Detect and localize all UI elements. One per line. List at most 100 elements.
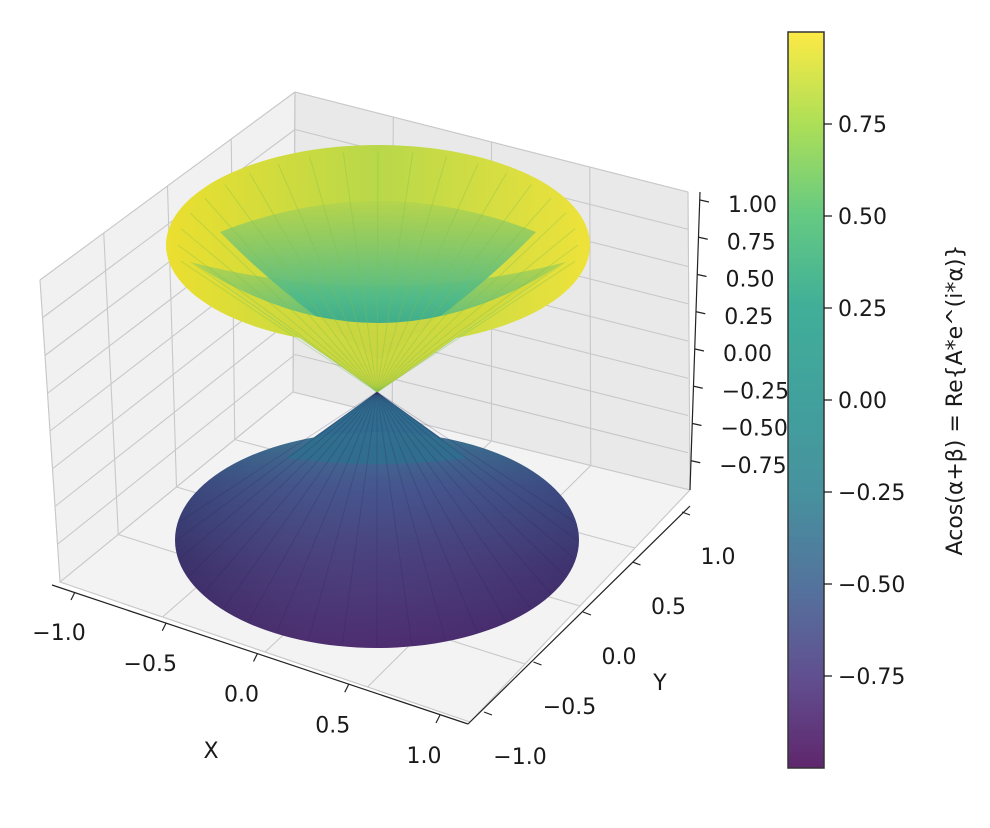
surface-facet bbox=[223, 391, 378, 609]
lower-cone-shade bbox=[175, 432, 579, 648]
upper-cone-facets bbox=[177, 150, 579, 393]
grid-line bbox=[42, 129, 296, 319]
z-axis-line bbox=[689, 191, 701, 491]
y-tick-label: 0.0 bbox=[602, 645, 637, 670]
grid-line bbox=[294, 91, 689, 193]
colorbar-tick-label: −0.75 bbox=[838, 665, 905, 690]
lower-cone-neck bbox=[286, 392, 468, 464]
surface-facet bbox=[376, 260, 576, 393]
surface-facet bbox=[376, 150, 379, 393]
surface-facet bbox=[376, 184, 532, 393]
colorbar-tick-label: 0.75 bbox=[838, 113, 887, 138]
surface-facet bbox=[376, 197, 552, 393]
surface-facet bbox=[180, 228, 378, 393]
x-tick bbox=[252, 653, 259, 662]
x-tick-label: −1.0 bbox=[32, 621, 85, 646]
x-tick-label: 0.5 bbox=[315, 713, 350, 738]
surface-facet bbox=[308, 391, 378, 640]
z-tick bbox=[697, 273, 707, 278]
surface-facet bbox=[188, 391, 378, 577]
surface-facet bbox=[376, 228, 576, 393]
surface-facet bbox=[376, 391, 575, 523]
x-tick-label: 1.0 bbox=[407, 744, 442, 769]
surface-facet bbox=[276, 391, 378, 632]
z-tick bbox=[692, 422, 702, 427]
z-tick bbox=[693, 385, 703, 389]
surface-facet bbox=[177, 244, 378, 393]
y-tick-label: −0.5 bbox=[543, 695, 596, 720]
z-tick-label: 0.75 bbox=[727, 230, 776, 255]
y-tick-label: 0.5 bbox=[651, 595, 686, 620]
x-tick bbox=[161, 622, 167, 632]
y-tick bbox=[681, 511, 691, 516]
z-tick-label: −0.50 bbox=[721, 417, 788, 442]
surface-facet bbox=[341, 391, 378, 645]
surface-facet bbox=[376, 391, 531, 609]
surface-facet bbox=[203, 391, 378, 594]
z-tick-label: 0.50 bbox=[726, 268, 775, 293]
z-tick bbox=[699, 199, 710, 203]
surface-facet bbox=[204, 197, 378, 393]
surface-facet bbox=[342, 152, 378, 393]
colorbar-ticks: −0.75 −0.50 −0.25 0.00 0.25 0.50 0.75 bbox=[824, 113, 905, 690]
surface-facet bbox=[376, 244, 579, 393]
surface-facet bbox=[189, 212, 378, 393]
grid-line bbox=[54, 316, 296, 507]
upper-cone-inside bbox=[220, 201, 536, 360]
x-axis-label: X bbox=[203, 739, 218, 764]
y-tick bbox=[483, 711, 493, 716]
surface-facet bbox=[376, 172, 507, 393]
surface-facet bbox=[376, 163, 479, 393]
surface-facet bbox=[180, 260, 378, 393]
z-tick bbox=[698, 236, 708, 240]
surface-facet bbox=[376, 391, 446, 640]
z-tick bbox=[691, 460, 701, 464]
surface-facet bbox=[248, 391, 378, 622]
surface-facet bbox=[376, 391, 566, 577]
colorbar-tick-label: 0.50 bbox=[838, 205, 887, 230]
colorbar-tick-label: −0.50 bbox=[838, 573, 905, 598]
x-tick bbox=[435, 714, 441, 724]
surface-facet bbox=[249, 172, 378, 393]
surface-facet bbox=[176, 391, 378, 541]
colorbar-tick-label: −0.25 bbox=[838, 481, 905, 506]
y-tick bbox=[582, 611, 592, 616]
surface-facet bbox=[376, 391, 575, 559]
colorbar: −0.75 −0.50 −0.25 0.00 0.25 0.50 0.75 Acos(α+β… bbox=[787, 31, 968, 769]
x-tick bbox=[70, 591, 76, 601]
surface-facet bbox=[376, 391, 413, 645]
y-tick bbox=[632, 561, 641, 566]
y-tick bbox=[533, 661, 542, 666]
surface-facet bbox=[376, 152, 414, 393]
surface-facet bbox=[309, 156, 378, 393]
surface-facet bbox=[376, 391, 478, 632]
grid-line bbox=[59, 581, 471, 723]
z-tick-label: −0.75 bbox=[719, 454, 786, 479]
surface-facet bbox=[376, 391, 551, 594]
upper-cone-front-lip bbox=[168, 246, 588, 392]
y-axis-line bbox=[467, 505, 691, 725]
surface-facet bbox=[179, 391, 378, 523]
lower-cone-facets bbox=[176, 391, 578, 646]
upper-cone bbox=[166, 145, 590, 393]
z-tick-label: 1.00 bbox=[728, 193, 777, 218]
x-tick bbox=[344, 683, 350, 693]
x-axis-line bbox=[51, 584, 469, 725]
z-tick-label: 0.00 bbox=[723, 342, 772, 367]
z-tick-label: 0.25 bbox=[724, 305, 773, 330]
z-tick bbox=[694, 348, 705, 352]
x-axis: −1.0 −0.5 0.0 0.5 1.0 bbox=[32, 584, 469, 769]
surface-facet bbox=[277, 163, 378, 393]
colorbar-label: Acos(α+β) = Re{A*e^(i*α)} bbox=[943, 245, 968, 556]
grid-line bbox=[57, 354, 296, 545]
surface-facet bbox=[179, 391, 378, 559]
colorbar-gradient bbox=[787, 31, 825, 769]
lower-cone bbox=[175, 391, 579, 648]
y-axis-label: Y bbox=[652, 671, 667, 696]
surface-facet bbox=[224, 184, 378, 393]
z-tick-label: −0.25 bbox=[722, 379, 789, 404]
surface-facet bbox=[376, 212, 567, 393]
y-tick-label: 1.0 bbox=[701, 545, 736, 570]
surface-facet bbox=[376, 391, 578, 541]
